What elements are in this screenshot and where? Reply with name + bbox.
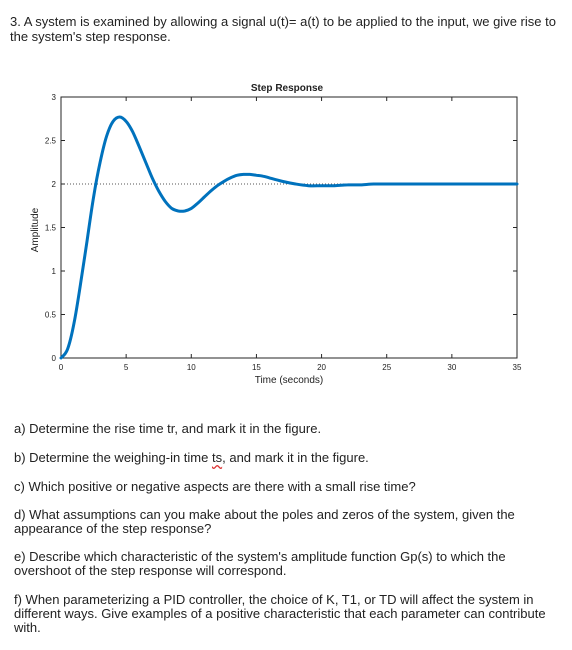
x-tick-label: 25	[382, 363, 391, 372]
question-f-text: f) When parameterizing a PID controller,…	[14, 592, 546, 635]
y-tick-label: 1.5	[45, 224, 57, 233]
question-b-ts-term: ts	[211, 450, 223, 465]
x-tick-label: 35	[513, 363, 522, 372]
x-tick-label: 20	[317, 363, 326, 372]
question-e: e) Describe which characteristic of the …	[14, 550, 560, 578]
question-d-text: d) What assumptions can you make about t…	[14, 507, 515, 536]
question-b-text-end: , and mark it in the figure.	[222, 450, 369, 465]
x-tick-label: 15	[252, 363, 261, 372]
series-line-step-response	[59, 115, 519, 360]
question-intro: 3. A system is examined by allowing a si…	[10, 14, 556, 44]
x-tick-label: 10	[187, 363, 196, 372]
axis-ticks: 0 5 10 15 20 25 30 35 0 0.5 1 1.5 2 2.5 3	[45, 93, 522, 372]
chart-title: Step Response	[251, 83, 324, 94]
plot-area	[60, 96, 518, 359]
y-tick-label: 2.5	[45, 137, 57, 146]
x-tick-label: 0	[59, 363, 64, 372]
question-c-text: c) Which positive or negative aspects ar…	[14, 479, 416, 494]
question-a-text: a) Determine the rise time tr, and mark …	[14, 421, 322, 436]
question-c: c) Which positive or negative aspects ar…	[14, 480, 560, 494]
chart-svg: Step Response 0 5 10 15 20 25 30 35 0 0.5 1 1.5 2 2.5…	[30, 83, 522, 386]
question-a: a) Determine the rise time tr, and mark …	[14, 422, 560, 436]
y-tick-label: 0	[52, 354, 57, 363]
question-f: f) When parameterizing a PID controller,…	[14, 593, 560, 635]
y-axis-label: Amplitude	[30, 207, 41, 252]
question-b-text: b) Determine the weighing-in time	[14, 450, 212, 465]
y-tick-label: 3	[52, 93, 57, 102]
x-axis-label: Time (seconds)	[255, 375, 324, 386]
y-tick-label: 1	[52, 267, 57, 276]
step-response-chart: Step Response 0 5 10 15 20 25 30 35 0 0.5 1 1.5 2 2.5…	[0, 72, 572, 402]
x-tick-label: 5	[124, 363, 129, 372]
y-tick-label: 0.5	[45, 311, 57, 320]
question-d: d) What assumptions can you make about t…	[14, 508, 560, 536]
question-e-text: e) Describe which characteristic of the …	[14, 549, 506, 578]
question-b: b) Determine the weighing-in time ts, an…	[14, 451, 560, 465]
y-tick-label: 2	[52, 180, 57, 189]
x-tick-label: 30	[447, 363, 456, 372]
